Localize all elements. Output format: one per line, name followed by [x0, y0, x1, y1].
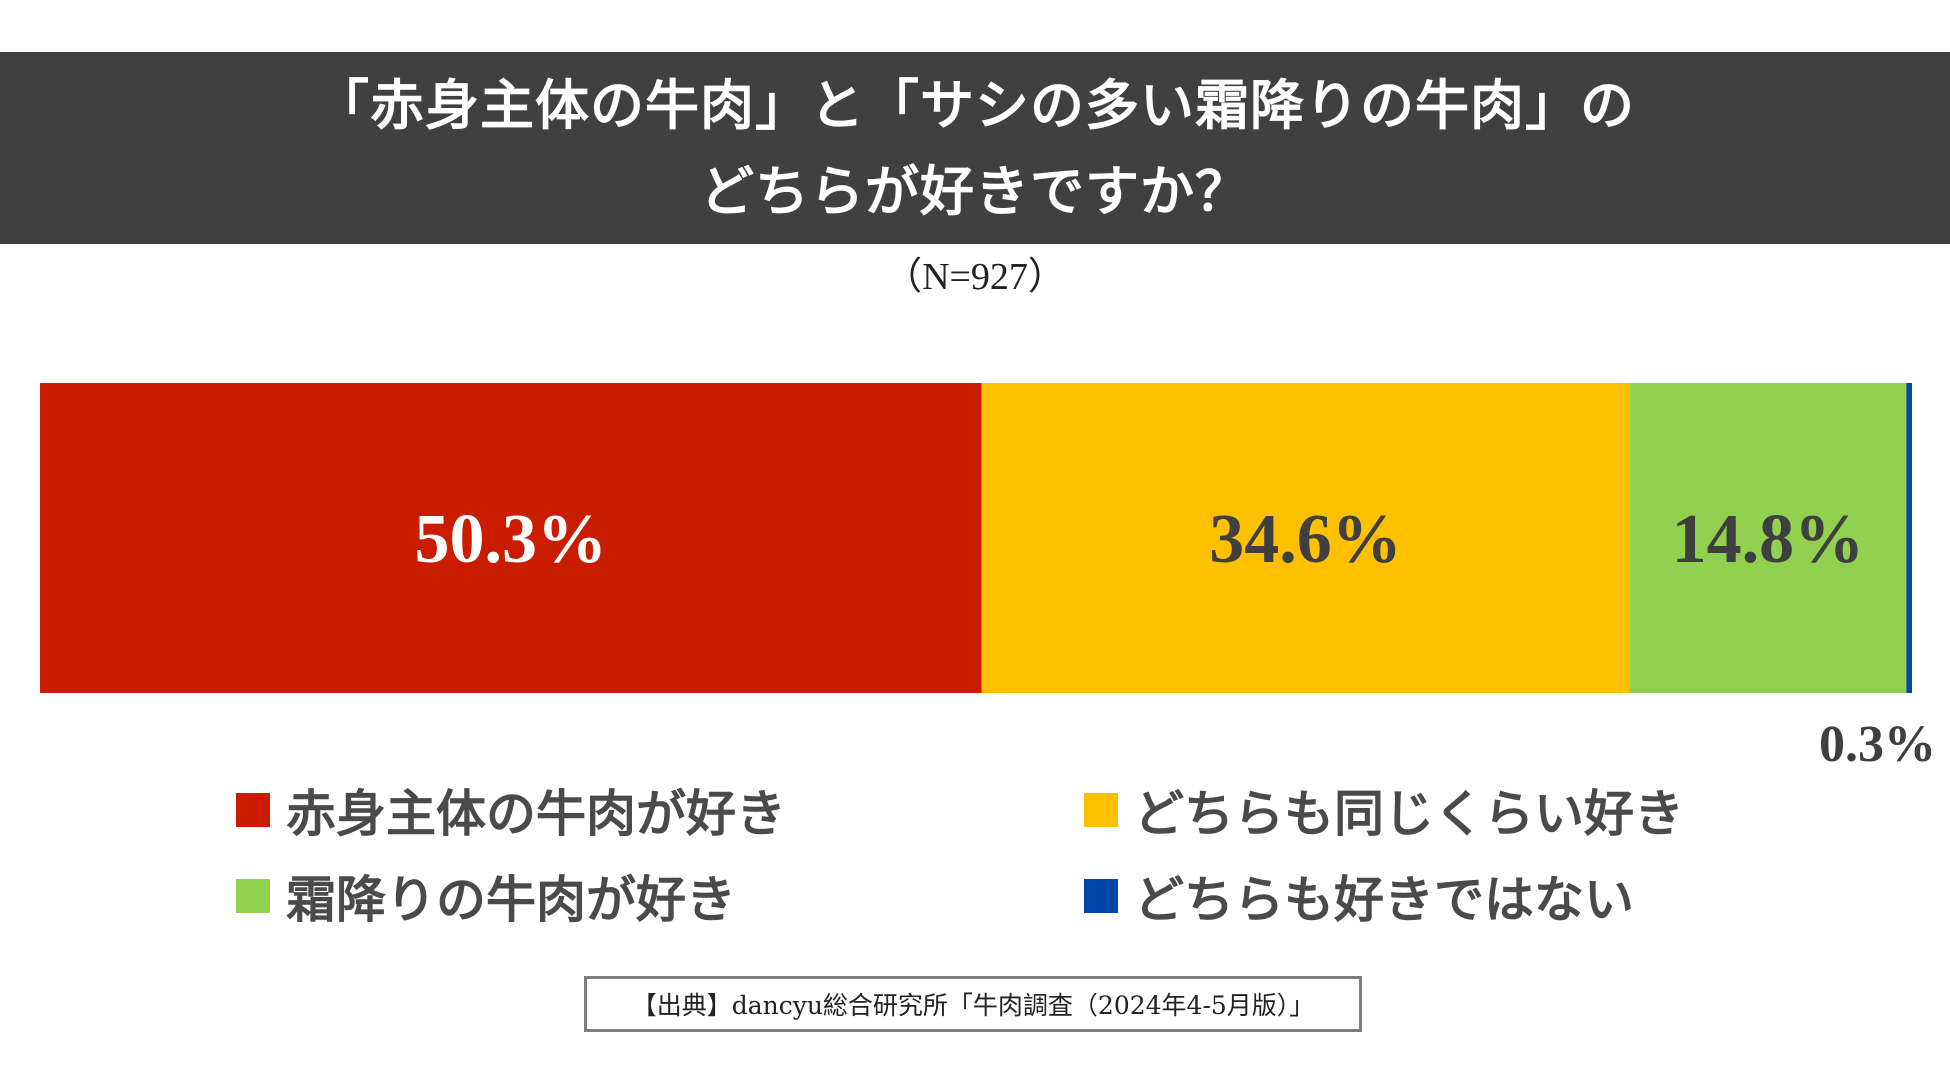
- source-citation: 【出典】dancyu総合研究所「牛肉調査（2024年4-5月版）」: [584, 976, 1362, 1032]
- legend-swatch-marbled: [236, 879, 270, 913]
- legend-swatch-both: [1084, 793, 1118, 827]
- legend-label-marbled: 霜降りの牛肉が好き: [286, 870, 736, 929]
- bar-segment-marbled: [1629, 383, 1907, 693]
- bar-segment-neither: [1906, 383, 1912, 693]
- chart-title-line-2: どちらが好きですか？: [700, 159, 1250, 223]
- bar-label-marbled: 14.8%: [1672, 501, 1865, 578]
- legend-item-neither: どちらも好きではない: [1084, 856, 1634, 936]
- bar-segment-lean: [40, 383, 982, 693]
- legend-item-marbled: 霜降りの牛肉が好き: [236, 856, 736, 936]
- legend-item-both: どちらも同じくらい好き: [1084, 770, 1684, 850]
- bar-label-neither: 0.3%: [1819, 716, 1936, 773]
- legend-swatch-lean: [236, 793, 270, 827]
- sample-size-label: （N=927）: [884, 256, 1066, 298]
- legend-swatch-neither: [1084, 879, 1118, 913]
- legend-label-lean: 赤身主体の牛肉が好き: [286, 784, 786, 843]
- legend-item-lean: 赤身主体の牛肉が好き: [236, 770, 786, 850]
- legend: 赤身主体の牛肉が好き どちらも同じくらい好き 霜降りの牛肉が好き どちらも好きで…: [236, 770, 1796, 950]
- bar-segment-both: [981, 383, 1630, 693]
- legend-label-both: どちらも同じくらい好き: [1134, 784, 1684, 843]
- bar-label-lean: 50.3%: [415, 501, 608, 578]
- legend-label-neither: どちらも好きではない: [1134, 870, 1634, 929]
- chart-title-line-1: 「赤身主体の牛肉」と「サシの多い霜降りの牛肉」の: [315, 73, 1635, 137]
- title-banner: 「赤身主体の牛肉」と「サシの多い霜降りの牛肉」の どちらが好きですか？: [0, 52, 1950, 244]
- bar-label-both: 34.6%: [1209, 501, 1402, 578]
